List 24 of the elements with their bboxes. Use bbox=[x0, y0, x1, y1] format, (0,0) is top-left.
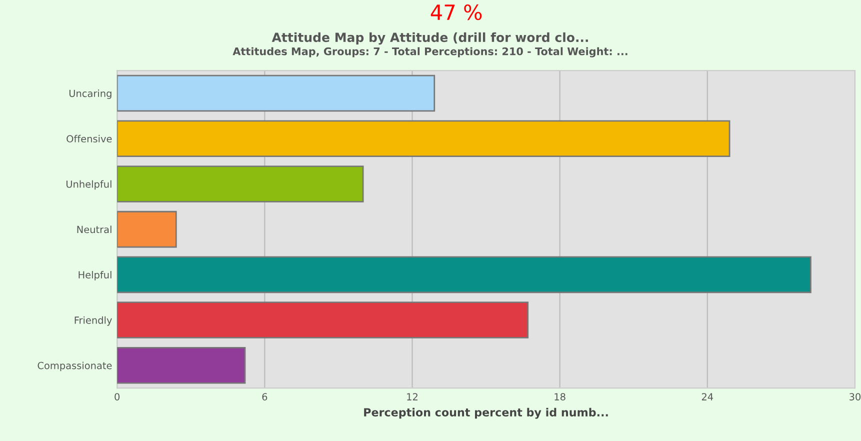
x-tick-label: 24 bbox=[702, 393, 714, 400]
bar bbox=[117, 347, 246, 384]
text: 47 % bbox=[430, 4, 482, 20]
bar bbox=[117, 74, 436, 112]
y-tick-label: Neutral bbox=[77, 226, 112, 234]
bar bbox=[117, 120, 730, 157]
x-tick-label: 12 bbox=[407, 393, 418, 400]
bar bbox=[117, 166, 364, 202]
x-axis-title: Perception count percent by id numb... bbox=[364, 408, 608, 419]
y-tick-label: Compassionate bbox=[38, 362, 112, 372]
bar bbox=[117, 256, 812, 294]
bar bbox=[117, 302, 529, 338]
x-tick-label: 18 bbox=[554, 393, 566, 400]
y-tick-label: Offensive bbox=[66, 134, 112, 142]
y-tick-label: Uncaring bbox=[69, 90, 112, 99]
y-tick-label: Helpful bbox=[78, 270, 112, 280]
y-tick-label: Friendly bbox=[74, 316, 112, 326]
x-tick-label: 0 bbox=[114, 393, 120, 400]
x-tick-label: 30 bbox=[850, 393, 861, 400]
chart-subtitle: Attitudes Map, Groups: 7 - Total Perceptions: 210 - Total Weight: ... bbox=[232, 47, 628, 58]
chart-title: Attitude Map by Attitude (drill for word clo... bbox=[272, 32, 588, 45]
x-tick-label: 6 bbox=[262, 393, 268, 400]
bar bbox=[117, 210, 177, 248]
y-tick-label: Unhelpful bbox=[66, 180, 112, 190]
